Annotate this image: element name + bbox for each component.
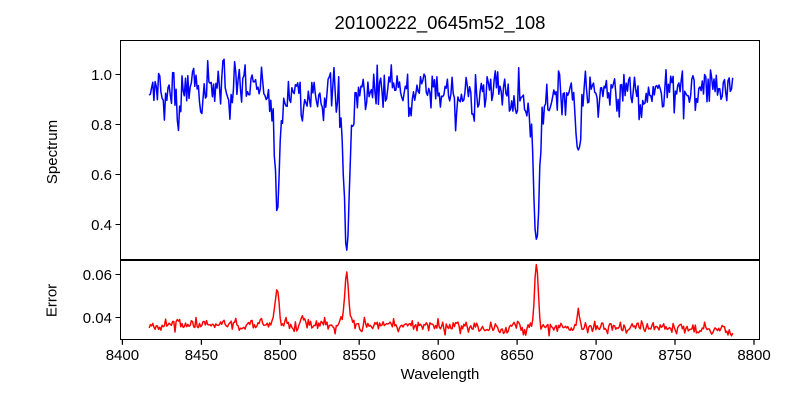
svg-text:8400: 8400 bbox=[106, 347, 139, 364]
svg-text:0.4: 0.4 bbox=[91, 217, 112, 234]
svg-text:0.6: 0.6 bbox=[91, 167, 112, 184]
svg-text:8450: 8450 bbox=[185, 347, 218, 364]
svg-text:1.0: 1.0 bbox=[91, 67, 112, 84]
svg-text:8600: 8600 bbox=[422, 347, 455, 364]
svg-text:20100222_0645m52_108: 20100222_0645m52_108 bbox=[335, 12, 546, 34]
svg-text:8550: 8550 bbox=[343, 347, 376, 364]
svg-text:8800: 8800 bbox=[737, 347, 770, 364]
svg-text:0.8: 0.8 bbox=[91, 117, 112, 134]
svg-text:0.06: 0.06 bbox=[83, 267, 112, 284]
svg-text:8700: 8700 bbox=[579, 347, 612, 364]
svg-text:8650: 8650 bbox=[500, 347, 533, 364]
svg-text:0.04: 0.04 bbox=[83, 310, 112, 327]
svg-text:Error: Error bbox=[44, 284, 61, 317]
svg-text:8750: 8750 bbox=[658, 347, 691, 364]
svg-text:Wavelength: Wavelength bbox=[401, 366, 480, 383]
svg-text:Spectrum: Spectrum bbox=[44, 120, 61, 184]
svg-text:8500: 8500 bbox=[264, 347, 297, 364]
